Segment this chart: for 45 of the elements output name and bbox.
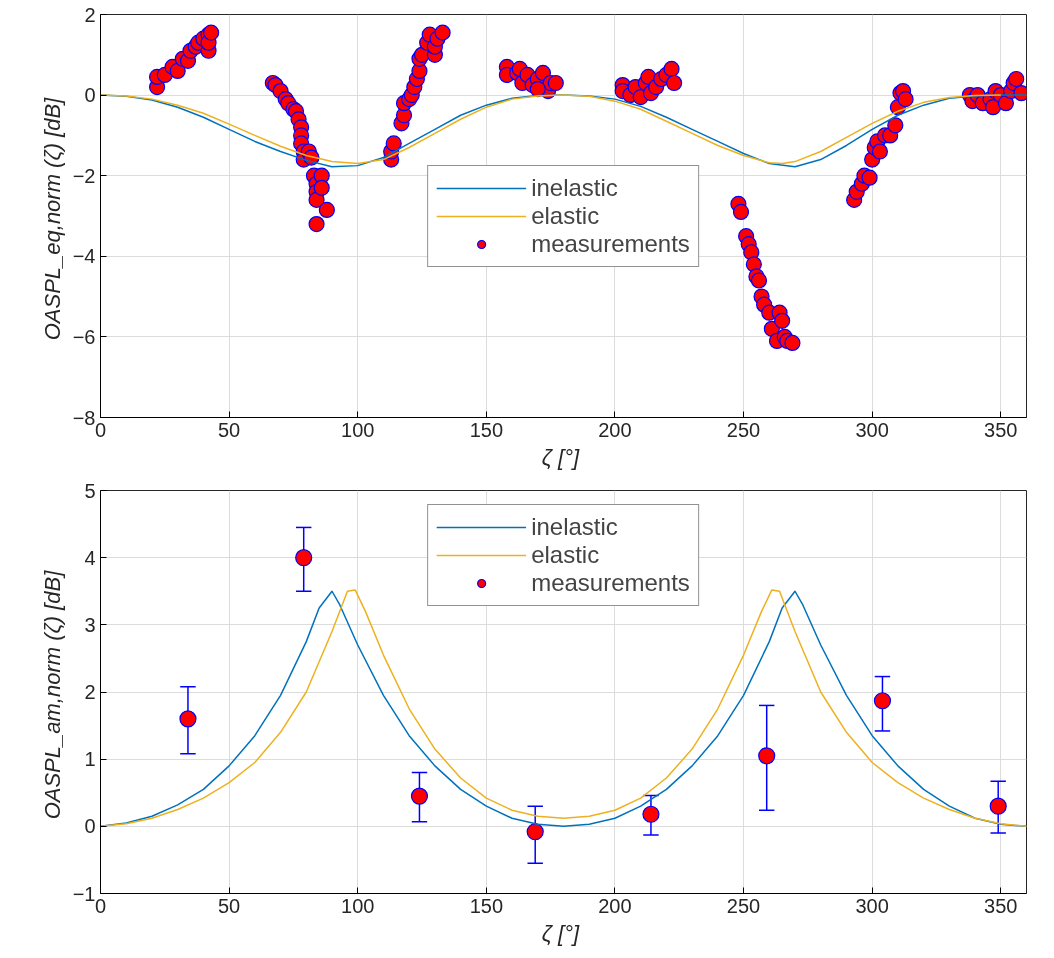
- x-tick-label: 150: [469, 418, 504, 441]
- x-tick-label: 250: [726, 418, 761, 441]
- x-tick-label: 300: [855, 894, 889, 917]
- y-axis-title: OASPL_eq,norm (ζ) [dB]: [39, 96, 65, 341]
- point: [295, 549, 313, 567]
- point: [758, 747, 776, 765]
- x-tick-label: 300: [855, 418, 889, 441]
- y-tick-label: −1: [72, 882, 96, 905]
- y-tick-label: 2: [84, 681, 96, 703]
- x-tick-label: 350: [984, 894, 1018, 917]
- y-tick-label: 1: [84, 748, 96, 771]
- y-tick-label: 5: [84, 479, 96, 502]
- y-tick-label: −8: [72, 406, 96, 429]
- legend-label: measurements: [531, 229, 690, 258]
- point: [642, 805, 660, 823]
- x-tick-label: 200: [598, 418, 632, 441]
- y-tick-label: −2: [72, 164, 96, 187]
- point: [989, 797, 1007, 815]
- x-tick-label: 50: [217, 418, 241, 441]
- x-axis-title: ζ [°]: [541, 920, 580, 946]
- x-tick-label: 200: [598, 894, 632, 917]
- legend-label: elastic: [531, 201, 600, 230]
- y-axis-title: OASPL_am,norm (ζ) [dB]: [39, 569, 65, 820]
- x-tick-label: 50: [217, 894, 241, 917]
- x-tick-label: 100: [341, 894, 375, 917]
- point: [873, 692, 892, 710]
- x-tick-label: 250: [726, 894, 761, 917]
- point: [179, 710, 197, 728]
- point: [410, 787, 429, 805]
- x-tick-label: 100: [341, 418, 375, 441]
- y-tick-label: 2: [84, 3, 96, 26]
- legend-label: inelastic: [531, 173, 618, 202]
- y-tick-label: 4: [84, 546, 96, 569]
- y-tick-label: 3: [84, 613, 96, 636]
- legend-label: elastic: [531, 541, 600, 569]
- y-tick-label: 0: [84, 815, 96, 838]
- x-tick-label: 350: [984, 418, 1018, 441]
- x-axis-title: ζ [°]: [541, 444, 580, 470]
- x-tick-label: 150: [469, 894, 504, 917]
- point: [526, 823, 544, 841]
- y-tick-label: −4: [72, 245, 96, 268]
- y-tick-label: 0: [84, 84, 96, 107]
- legend-label: inelastic: [531, 513, 618, 541]
- legend-label: measurements: [531, 569, 690, 597]
- y-tick-label: −6: [72, 325, 96, 348]
